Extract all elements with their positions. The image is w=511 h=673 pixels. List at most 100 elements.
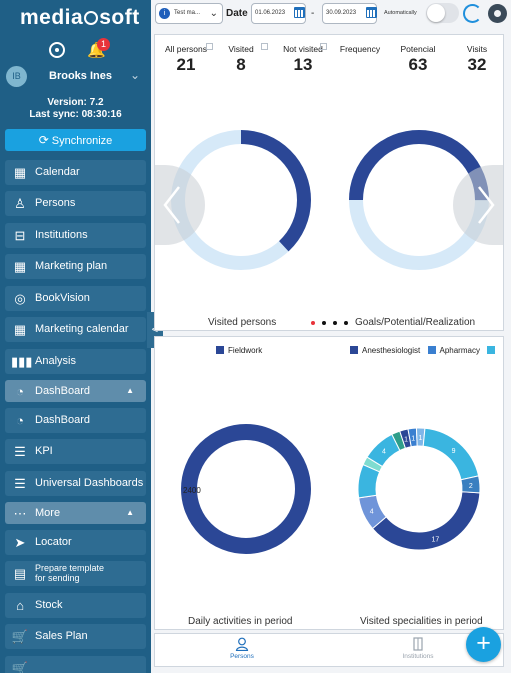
calendar-icon[interactable]: [294, 7, 305, 18]
synchronize-label: Synchronize: [51, 135, 113, 147]
sidebar-top-icons: 🔔 1: [0, 38, 151, 62]
sidebar-item-sales-plan[interactable]: 🛒 Sales Plan: [5, 624, 146, 649]
sidebar-item-persons[interactable]: ♙ Persons: [5, 191, 146, 216]
sidebar-item-marketing-calendar[interactable]: ▦ Marketing calendar: [5, 317, 146, 342]
version-text: Version: 7.2: [47, 97, 104, 108]
stat-value: 32: [467, 55, 487, 74]
home-icon: ⌂: [16, 598, 24, 613]
chevron-down-icon[interactable]: ⌄: [130, 68, 141, 82]
sidebar: media soft 🔔 1 IB Brooks Ines ⌄ Version: …: [0, 0, 151, 673]
template-selector[interactable]: i Test ma... ⌄: [155, 3, 223, 24]
auto-label: Automatically: [384, 10, 417, 16]
carousel-next-button[interactable]: [453, 165, 503, 245]
auto-toggle[interactable]: [426, 3, 459, 23]
sidebar-item-calendar[interactable]: ▦ Calendar: [5, 160, 146, 185]
section-label: DashBoard: [35, 385, 91, 397]
sidebar-item-label-line2: for sending: [35, 573, 80, 583]
specialities-legend: Anesthesiologist Apharmacy: [350, 346, 500, 355]
speciality-data-label: 1: [411, 435, 415, 442]
stat-value: 8: [236, 55, 246, 74]
speciality-data-label: 2: [469, 483, 473, 490]
list-icon: ☰: [14, 476, 26, 491]
stat-visited[interactable]: Visited 8: [221, 43, 268, 75]
bars-icon: ▮▮▮: [11, 354, 33, 369]
synchronize-button[interactable]: ⟳ Synchronize: [5, 129, 146, 151]
stat-label: Frequency: [339, 44, 381, 54]
daily-activities-caption: Daily activities in period: [188, 616, 293, 627]
page-dot[interactable]: [344, 321, 348, 325]
add-button[interactable]: +: [466, 627, 501, 662]
speciality-data-label: 1: [418, 435, 422, 442]
top-bar: i Test ma... ⌄ Date 01.06.2023 - 30.09.2…: [151, 0, 511, 28]
legend-label: Fieldwork: [228, 346, 263, 355]
goals-caption: Goals/Potential/Realization: [355, 317, 476, 328]
version-info: Version: 7.2 Last sync: 08:30:16: [0, 97, 151, 121]
legend-swatch: [427, 346, 436, 354]
logo-ring-icon: [84, 11, 99, 25]
section-dashboard[interactable]: ◔ DashBoard ▲: [5, 380, 146, 402]
chevron-left-icon: [163, 186, 180, 224]
sidebar-item-dashboard[interactable]: ◔ DashBoard: [5, 408, 146, 433]
top-donut-charts: [171, 130, 489, 270]
sidebar-item-analysis[interactable]: ▮▮▮ Analysis: [5, 349, 146, 374]
calendar-icon[interactable]: [366, 7, 377, 18]
tab-label: Persons: [230, 653, 254, 660]
sidebar-item-marketing-plan[interactable]: ▦ Marketing plan: [5, 254, 146, 279]
page-dot[interactable]: [311, 321, 315, 325]
sidebar-item-locator[interactable]: ➤ Locator: [5, 530, 146, 555]
section-more[interactable]: ⋯ More ▲: [5, 502, 146, 524]
sidebar-item-prepare-template[interactable]: ▤ Prepare template for sending: [5, 561, 146, 586]
chevron-down-icon: ⌄: [209, 8, 218, 19]
external-link-icon: [320, 43, 327, 50]
stat-value: 63: [408, 55, 428, 74]
last-sync-text: Last sync: 08:30:16: [29, 109, 122, 120]
toggle-knob: [427, 4, 445, 22]
date-to-field[interactable]: 30.09.2023: [322, 3, 377, 24]
sidebar-item-stock[interactable]: ⌂ Stock: [5, 593, 146, 618]
stat-not-visited[interactable]: Not visited 13: [279, 43, 327, 75]
sidebar-item-label: KPI: [35, 445, 53, 457]
user-name: Brooks Ines: [49, 70, 112, 82]
collapse-triangle-icon: ▲: [126, 508, 134, 517]
legend-swatch: [487, 346, 496, 354]
calendar-icon: ▦: [13, 165, 27, 180]
settings-icon[interactable]: [488, 4, 507, 23]
stat-label: Visits: [466, 44, 488, 54]
sidebar-item-label: Stock: [35, 599, 63, 611]
section-label: More: [35, 507, 61, 519]
overview-panel: All persons 21 Visited 8 Not visited 13 …: [154, 34, 504, 331]
carousel-prev-button[interactable]: [155, 165, 205, 245]
tab-institutions[interactable]: Institutions: [373, 637, 463, 660]
speciality-segment: [460, 475, 481, 494]
cart-add-icon: 🛒: [11, 661, 29, 673]
bed-icon: ⊟: [14, 228, 26, 243]
kpi-icon: ☰: [14, 444, 26, 459]
sidebar-item-universal-dashboards[interactable]: ☰ Universal Dashboards: [5, 471, 146, 496]
tab-persons[interactable]: Persons: [197, 637, 287, 660]
page-dot[interactable]: [333, 321, 337, 325]
sidebar-item-institutions[interactable]: ⊟ Institutions: [5, 223, 146, 248]
user-row[interactable]: IB Brooks Ines ⌄: [0, 66, 151, 88]
stat-visits: Visits 32: [459, 44, 495, 75]
fieldwork-arc: [181, 424, 311, 554]
stat-label: Visited: [228, 44, 254, 54]
settings-gear-icon[interactable]: [49, 42, 65, 58]
sidebar-item-label: Institutions: [35, 229, 88, 241]
page-dot[interactable]: [322, 321, 326, 325]
calendar-icon: ▦: [13, 322, 27, 337]
sidebar-item-kpi[interactable]: ☰ KPI: [5, 439, 146, 464]
date-from-field[interactable]: 01.06.2023: [251, 3, 306, 24]
sidebar-item-partial[interactable]: 🛒: [5, 656, 146, 673]
sidebar-item-label: Locator: [35, 536, 72, 548]
sidebar-item-bookvision[interactable]: ◎ BookVision: [5, 286, 146, 311]
refresh-icon[interactable]: [463, 4, 482, 23]
fieldwork-data-label: 2400: [183, 486, 201, 495]
date-label: Date: [226, 8, 248, 19]
speciality-data-label: 4: [370, 508, 374, 515]
stat-value: 21: [176, 55, 196, 74]
pie-icon: ◔: [16, 413, 24, 428]
bottom-tab-bar: Persons Institutions: [154, 633, 504, 667]
stat-all-persons[interactable]: All persons 21: [161, 43, 213, 75]
